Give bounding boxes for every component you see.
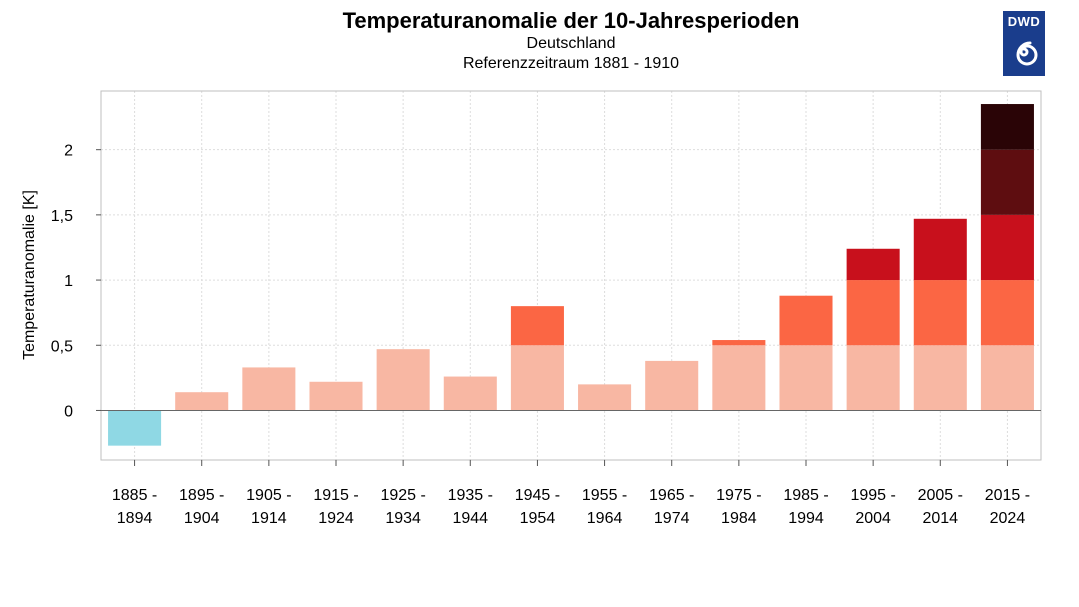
y-tick-label: 1,5 bbox=[51, 208, 73, 225]
bar bbox=[712, 340, 766, 411]
bar-segment bbox=[846, 280, 900, 346]
bar-segment bbox=[712, 340, 766, 346]
bar-segment bbox=[980, 149, 1034, 215]
x-tick-label: 1965 - bbox=[649, 487, 694, 504]
x-tick-label: 1894 bbox=[117, 510, 153, 527]
dwd-logo-text: DWD bbox=[1007, 14, 1041, 29]
grid-lines bbox=[101, 91, 1041, 460]
bar bbox=[846, 248, 900, 411]
y-axis-label: Temperaturanomalie [K] bbox=[21, 190, 38, 360]
bar bbox=[376, 349, 430, 411]
x-tick-label: 1955 - bbox=[582, 487, 627, 504]
x-tick-label: 1954 bbox=[520, 510, 556, 527]
x-tick-label: 1945 - bbox=[515, 487, 560, 504]
bar-segment bbox=[443, 376, 497, 411]
bar bbox=[443, 376, 497, 411]
bar-segment bbox=[913, 280, 967, 346]
bars bbox=[108, 104, 1034, 446]
x-tick-label: 1974 bbox=[654, 510, 690, 527]
x-tick-label: 1934 bbox=[385, 510, 421, 527]
bar-segment bbox=[913, 218, 967, 281]
bar bbox=[175, 392, 229, 411]
y-tick-labels: 0 0,5 1 1,5 2 bbox=[51, 143, 101, 420]
bar bbox=[242, 367, 296, 411]
bar-segment bbox=[980, 345, 1034, 411]
bar-segment bbox=[645, 360, 699, 411]
chart-title: Temperaturanomalie der 10-Jahresperioden bbox=[342, 8, 800, 33]
x-tick-label: 2005 - bbox=[918, 487, 963, 504]
x-tick-label: 1995 - bbox=[850, 487, 895, 504]
x-tick-label: 2024 bbox=[990, 510, 1026, 527]
bar bbox=[913, 218, 967, 411]
x-tick-label: 1905 - bbox=[246, 487, 291, 504]
bar-segment bbox=[376, 349, 430, 411]
bar-segment bbox=[309, 381, 363, 411]
chart-subtitle-region: Deutschland bbox=[526, 35, 616, 52]
y-tick-label: 2 bbox=[64, 143, 73, 160]
y-tick-label: 1 bbox=[64, 273, 73, 290]
bar bbox=[980, 104, 1034, 411]
x-tick-label: 1915 - bbox=[313, 487, 358, 504]
x-tick-label: 1994 bbox=[788, 510, 824, 527]
bar-segment bbox=[980, 104, 1034, 150]
bar bbox=[578, 384, 632, 411]
x-tick-label: 1985 - bbox=[783, 487, 828, 504]
bar-segment bbox=[846, 345, 900, 411]
bar bbox=[645, 360, 699, 411]
x-tick-label: 1895 - bbox=[179, 487, 224, 504]
bar-segment bbox=[779, 295, 833, 346]
dwd-logo: DWD bbox=[1003, 11, 1045, 76]
x-tick-label: 2004 bbox=[855, 510, 891, 527]
x-tick-label: 1904 bbox=[184, 510, 220, 527]
y-tick-label: 0,5 bbox=[51, 338, 73, 355]
bar-segment bbox=[980, 214, 1034, 281]
bar-segment bbox=[510, 345, 564, 411]
x-tick-label: 1935 - bbox=[448, 487, 493, 504]
x-tick-label: 1944 bbox=[452, 510, 488, 527]
plot-frame bbox=[100, 90, 1042, 461]
bar-segment bbox=[980, 280, 1034, 346]
bar bbox=[779, 295, 833, 411]
chart-subtitle-reference: Referenzzeitraum 1881 - 1910 bbox=[462, 55, 680, 72]
bar-segment bbox=[510, 306, 564, 346]
x-tick-labels: 1885 - 1894 1895 - 1904 1905 - 1914 1915 - 1924… bbox=[112, 460, 1030, 527]
x-tick-label: 2014 bbox=[922, 510, 958, 527]
x-tick-label: 1914 bbox=[251, 510, 287, 527]
bar bbox=[309, 381, 363, 411]
x-tick-label: 1885 - bbox=[112, 487, 157, 504]
x-tick-label: 1925 - bbox=[380, 487, 425, 504]
bar-segment bbox=[108, 410, 162, 446]
y-tick-label: 0 bbox=[64, 403, 73, 420]
x-tick-label: 2015 - bbox=[985, 487, 1030, 504]
bar-segment bbox=[712, 345, 766, 411]
dwd-swirl-icon bbox=[1016, 41, 1038, 66]
bar-segment bbox=[175, 392, 229, 411]
x-tick-label: 1975 - bbox=[716, 487, 761, 504]
x-tick-label: 1924 bbox=[318, 510, 354, 527]
bar-segment bbox=[913, 345, 967, 411]
bar-segment bbox=[242, 367, 296, 411]
bar-segment bbox=[578, 384, 632, 411]
x-tick-label: 1964 bbox=[587, 510, 623, 527]
bar bbox=[510, 306, 564, 411]
bar-segment bbox=[846, 248, 900, 281]
x-tick-label: 1984 bbox=[721, 510, 757, 527]
bar bbox=[108, 410, 162, 446]
bar-segment bbox=[779, 345, 833, 411]
